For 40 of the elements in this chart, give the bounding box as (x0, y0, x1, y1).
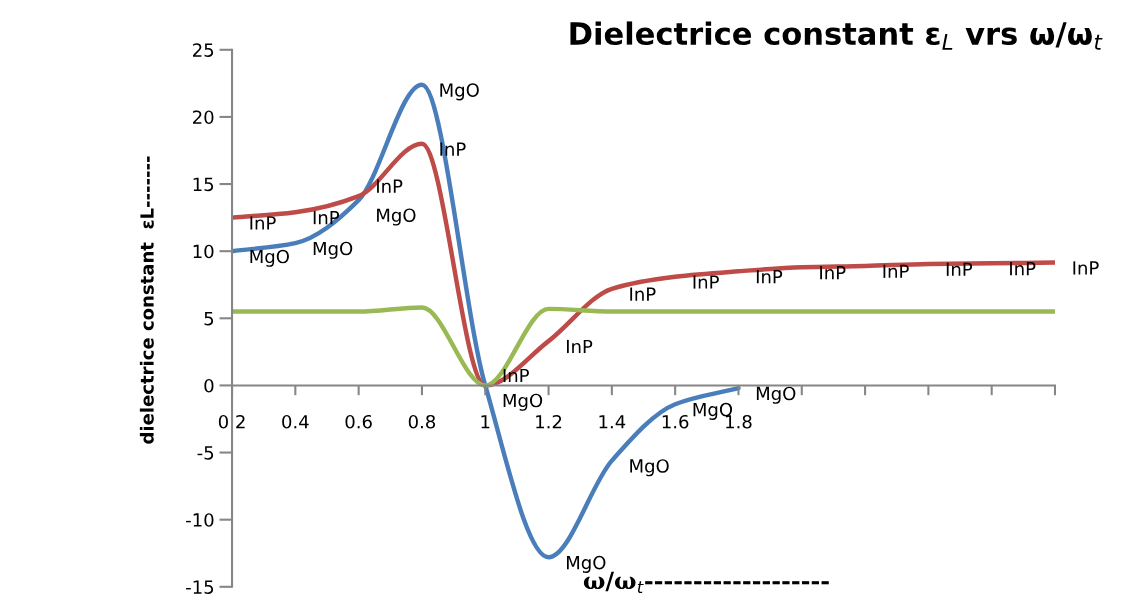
y-tick-label: 0 (204, 378, 214, 393)
annotation: MgO (756, 386, 796, 404)
annotation: InP (630, 287, 656, 301)
annotation: InP (693, 275, 719, 289)
annotation: MgO (250, 249, 289, 267)
y-tick-label: -15 (186, 580, 214, 594)
annotation: InP (1073, 261, 1099, 275)
annotation: MgO (377, 208, 416, 226)
y-tick-label: -5 (197, 446, 214, 460)
y-tick-label: 10 (193, 244, 214, 259)
annotation: InP (946, 262, 973, 276)
x-tick-label: 1 (481, 415, 490, 429)
annotation: MgO (630, 459, 669, 477)
annotation: InP (377, 179, 403, 193)
annotation: MgO (566, 555, 606, 573)
y-tick-label: 15 (193, 177, 214, 192)
y-tick-label: 20 (193, 110, 214, 125)
x-tick-label: 1.6 (662, 414, 689, 429)
annotation: InP (313, 211, 340, 225)
annotation: MgO (440, 83, 479, 101)
chart-title: Dielectrice constant ε$_{L}$ vrs ω/ω$_{t}$ (570, 21, 1103, 50)
annotation: InP (883, 264, 909, 278)
y-tick-label: 25 (193, 43, 214, 57)
annotation: InP (1010, 262, 1036, 276)
x-tick-label: 0.8 (408, 414, 436, 429)
annotation: MgO (313, 241, 353, 259)
x-tick-label: 0.2 (218, 414, 245, 429)
y-axis-title: dielectrice constant εL------- (139, 156, 154, 444)
annotation: InP (566, 339, 593, 354)
annotation: InP (756, 270, 783, 284)
annotation: InP (250, 216, 276, 230)
x-tick-label: 1.2 (536, 414, 562, 429)
annotation: InP (820, 266, 846, 280)
y-tick-label: -10 (186, 513, 214, 527)
y-tick-label: 5 (204, 312, 214, 326)
annotation: MgO (503, 393, 543, 411)
x-tick-label: 0.6 (345, 414, 372, 429)
x-tick-label: 0.4 (282, 414, 309, 429)
x-tick-label: 1.4 (599, 415, 626, 429)
x-axis-title: ω/ω$_{t}$------------------- (583, 571, 829, 593)
